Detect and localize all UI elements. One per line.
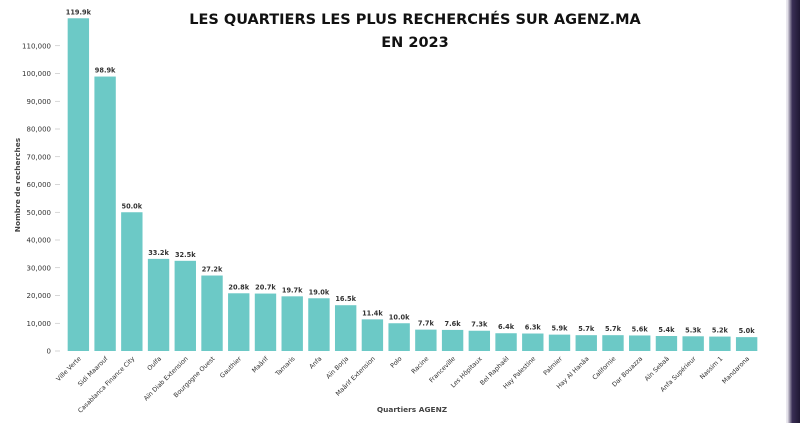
bars-group	[67, 18, 758, 352]
y-tick-label: 70,000	[27, 153, 52, 161]
x-category-label: Californie	[591, 355, 617, 381]
bar-value-label: 5.7k	[578, 325, 595, 333]
bar	[361, 319, 384, 351]
bar-value-label: 5.3k	[685, 326, 702, 334]
bar-value-label: 119.9k	[66, 8, 92, 16]
bar	[228, 293, 250, 351]
bar	[334, 305, 357, 351]
y-tick-label: 60,000	[27, 181, 52, 189]
bar-value-label: 27.2k	[202, 266, 223, 274]
bar-value-label: 19.0k	[309, 288, 330, 296]
bar-value-label: 19.7k	[282, 286, 303, 294]
y-tick-label: 90,000	[27, 98, 52, 106]
bar-value-label: 5.9k	[551, 325, 568, 333]
bar-value-label: 5.7k	[605, 325, 622, 333]
y-tick-label: 40,000	[27, 237, 52, 245]
bar	[388, 323, 410, 351]
bar	[575, 335, 597, 351]
bar-value-label: 11.4k	[362, 309, 383, 317]
x-category-label: Gauthier	[219, 355, 244, 380]
x-category-label: Mandarona	[721, 355, 751, 385]
bar-value-label: 50.0k	[121, 202, 142, 210]
y-tick-label: 10,000	[27, 320, 52, 328]
bar-value-label: 20.8k	[228, 283, 249, 291]
chart-title-line-1: LES QUARTIERS LES PLUS RECHERCHÉS SUR AG…	[189, 11, 641, 28]
window-edge-strip	[786, 0, 800, 423]
bar-value-label: 5.0k	[739, 327, 756, 335]
y-tick-label: 0	[47, 348, 51, 356]
bar	[602, 335, 624, 351]
bar	[94, 76, 116, 352]
x-category-label: Aïn Borja	[325, 355, 350, 380]
y-axis-ticks: 0 10,000 20,000 30,000 40,000 50,000 60,000 70,…	[22, 42, 60, 356]
bar	[468, 330, 491, 351]
x-category-label: Polo	[389, 355, 403, 369]
bar	[147, 258, 170, 351]
x-axis-title: Quartiers AGENZ	[377, 405, 448, 414]
x-category-label: Anfa	[308, 355, 323, 370]
bar-value-label: 5.4k	[658, 326, 675, 334]
x-category-label: Casablanca Finance City	[77, 355, 136, 414]
bar	[495, 333, 517, 351]
bar	[735, 337, 758, 351]
bar	[281, 296, 303, 351]
bar-value-label: 7.3k	[471, 321, 488, 329]
y-axis-title: Nombre de recherches	[13, 137, 22, 232]
y-tick-label: 20,000	[27, 292, 52, 300]
bar	[254, 293, 277, 351]
bar-value-label: 98.9k	[95, 67, 116, 75]
chart-title-line-2: EN 2023	[381, 35, 448, 51]
x-category-label: Nassim 1	[699, 355, 724, 380]
x-category-label: Oulfa	[146, 355, 163, 372]
bar	[67, 18, 90, 352]
y-tick-label: 100,000	[22, 70, 51, 78]
bar	[629, 335, 651, 351]
x-category-label: Palmier	[542, 355, 564, 377]
bar	[655, 336, 678, 351]
bar	[709, 336, 731, 351]
bar-value-label: 16.5k	[335, 295, 356, 303]
y-tick-label: 30,000	[27, 264, 52, 272]
bar-value-label: 33.2k	[148, 249, 169, 257]
bar-value-label: 7.7k	[418, 320, 435, 328]
x-category-label: Tamaris	[274, 355, 297, 378]
bar	[522, 333, 544, 351]
y-tick-label: 80,000	[27, 126, 52, 134]
bar	[441, 329, 464, 351]
bar-value-label: 5.2k	[712, 327, 729, 335]
bar-value-label: 5.6k	[632, 325, 649, 333]
x-category-label: Maârif	[250, 354, 270, 374]
bar	[415, 329, 437, 351]
y-tick-label: 50,000	[27, 209, 52, 217]
x-category-label: Racine	[410, 355, 430, 375]
bar	[121, 212, 143, 351]
bar	[548, 334, 571, 351]
bar-value-label: 32.5k	[175, 251, 196, 259]
bar	[174, 260, 196, 351]
x-category-label: Franceville	[428, 355, 457, 384]
bar-value-label: 6.3k	[525, 324, 542, 332]
x-category-label: Aïn Sebaâ	[643, 355, 671, 383]
value-labels-group: 119.9k 98.9k 50.0k 33.2k 32.5k 27.2k 20.8k 20.7…	[66, 8, 756, 335]
bar-value-label: 6.4k	[498, 323, 515, 331]
bar	[682, 336, 704, 351]
x-category-label: Ville Verte	[55, 355, 83, 383]
bar	[308, 298, 330, 351]
y-tick-label: 110,000	[22, 42, 51, 50]
bar-value-label: 7.6k	[445, 320, 462, 328]
bar-value-label: 10.0k	[389, 313, 410, 321]
bar	[201, 275, 223, 351]
bar-value-label: 20.7k	[255, 284, 276, 292]
